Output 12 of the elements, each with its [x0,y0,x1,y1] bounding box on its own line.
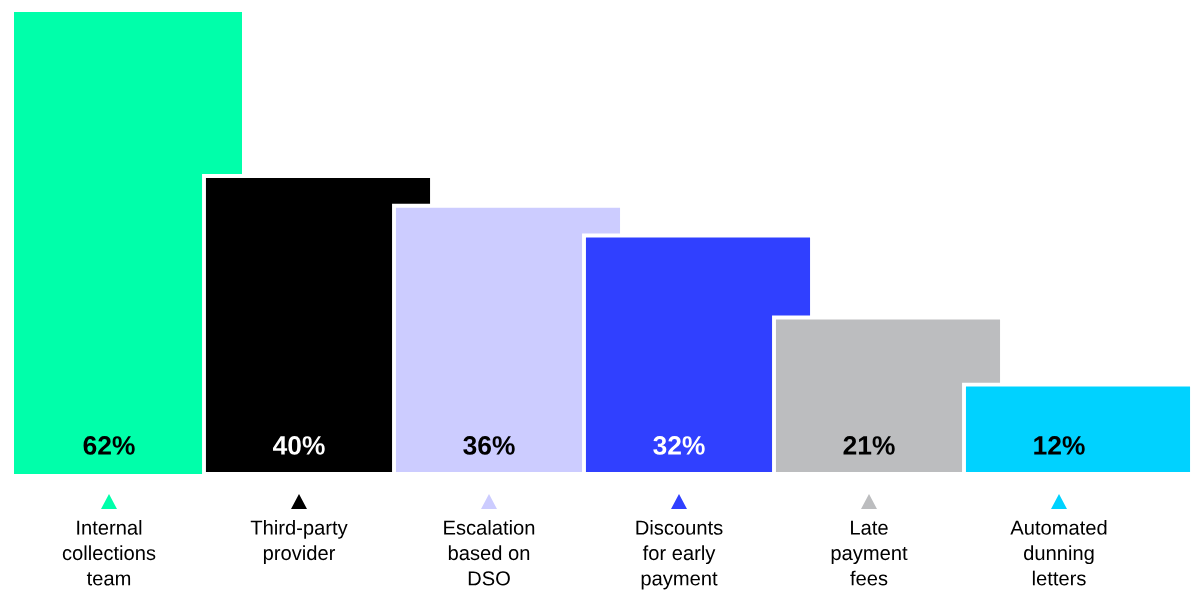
x-tick-label: Discounts for early payment [636,520,723,590]
data-label: 32% [653,436,705,455]
data-label: 62% [83,436,135,455]
x-tick-label: Third-party provider [250,520,348,565]
x-tick-label: Late payment fees [831,520,908,586]
data-label: 36% [463,436,515,455]
x-tick-label: Internal collections team [62,520,156,586]
data-label: 12% [1034,436,1085,455]
x-tick-label: Automated dunning letters [1010,520,1107,586]
data-label: 40% [272,436,325,455]
data-label: 21% [843,436,895,455]
x-tick-label: Escalation based on DSO [444,520,535,586]
